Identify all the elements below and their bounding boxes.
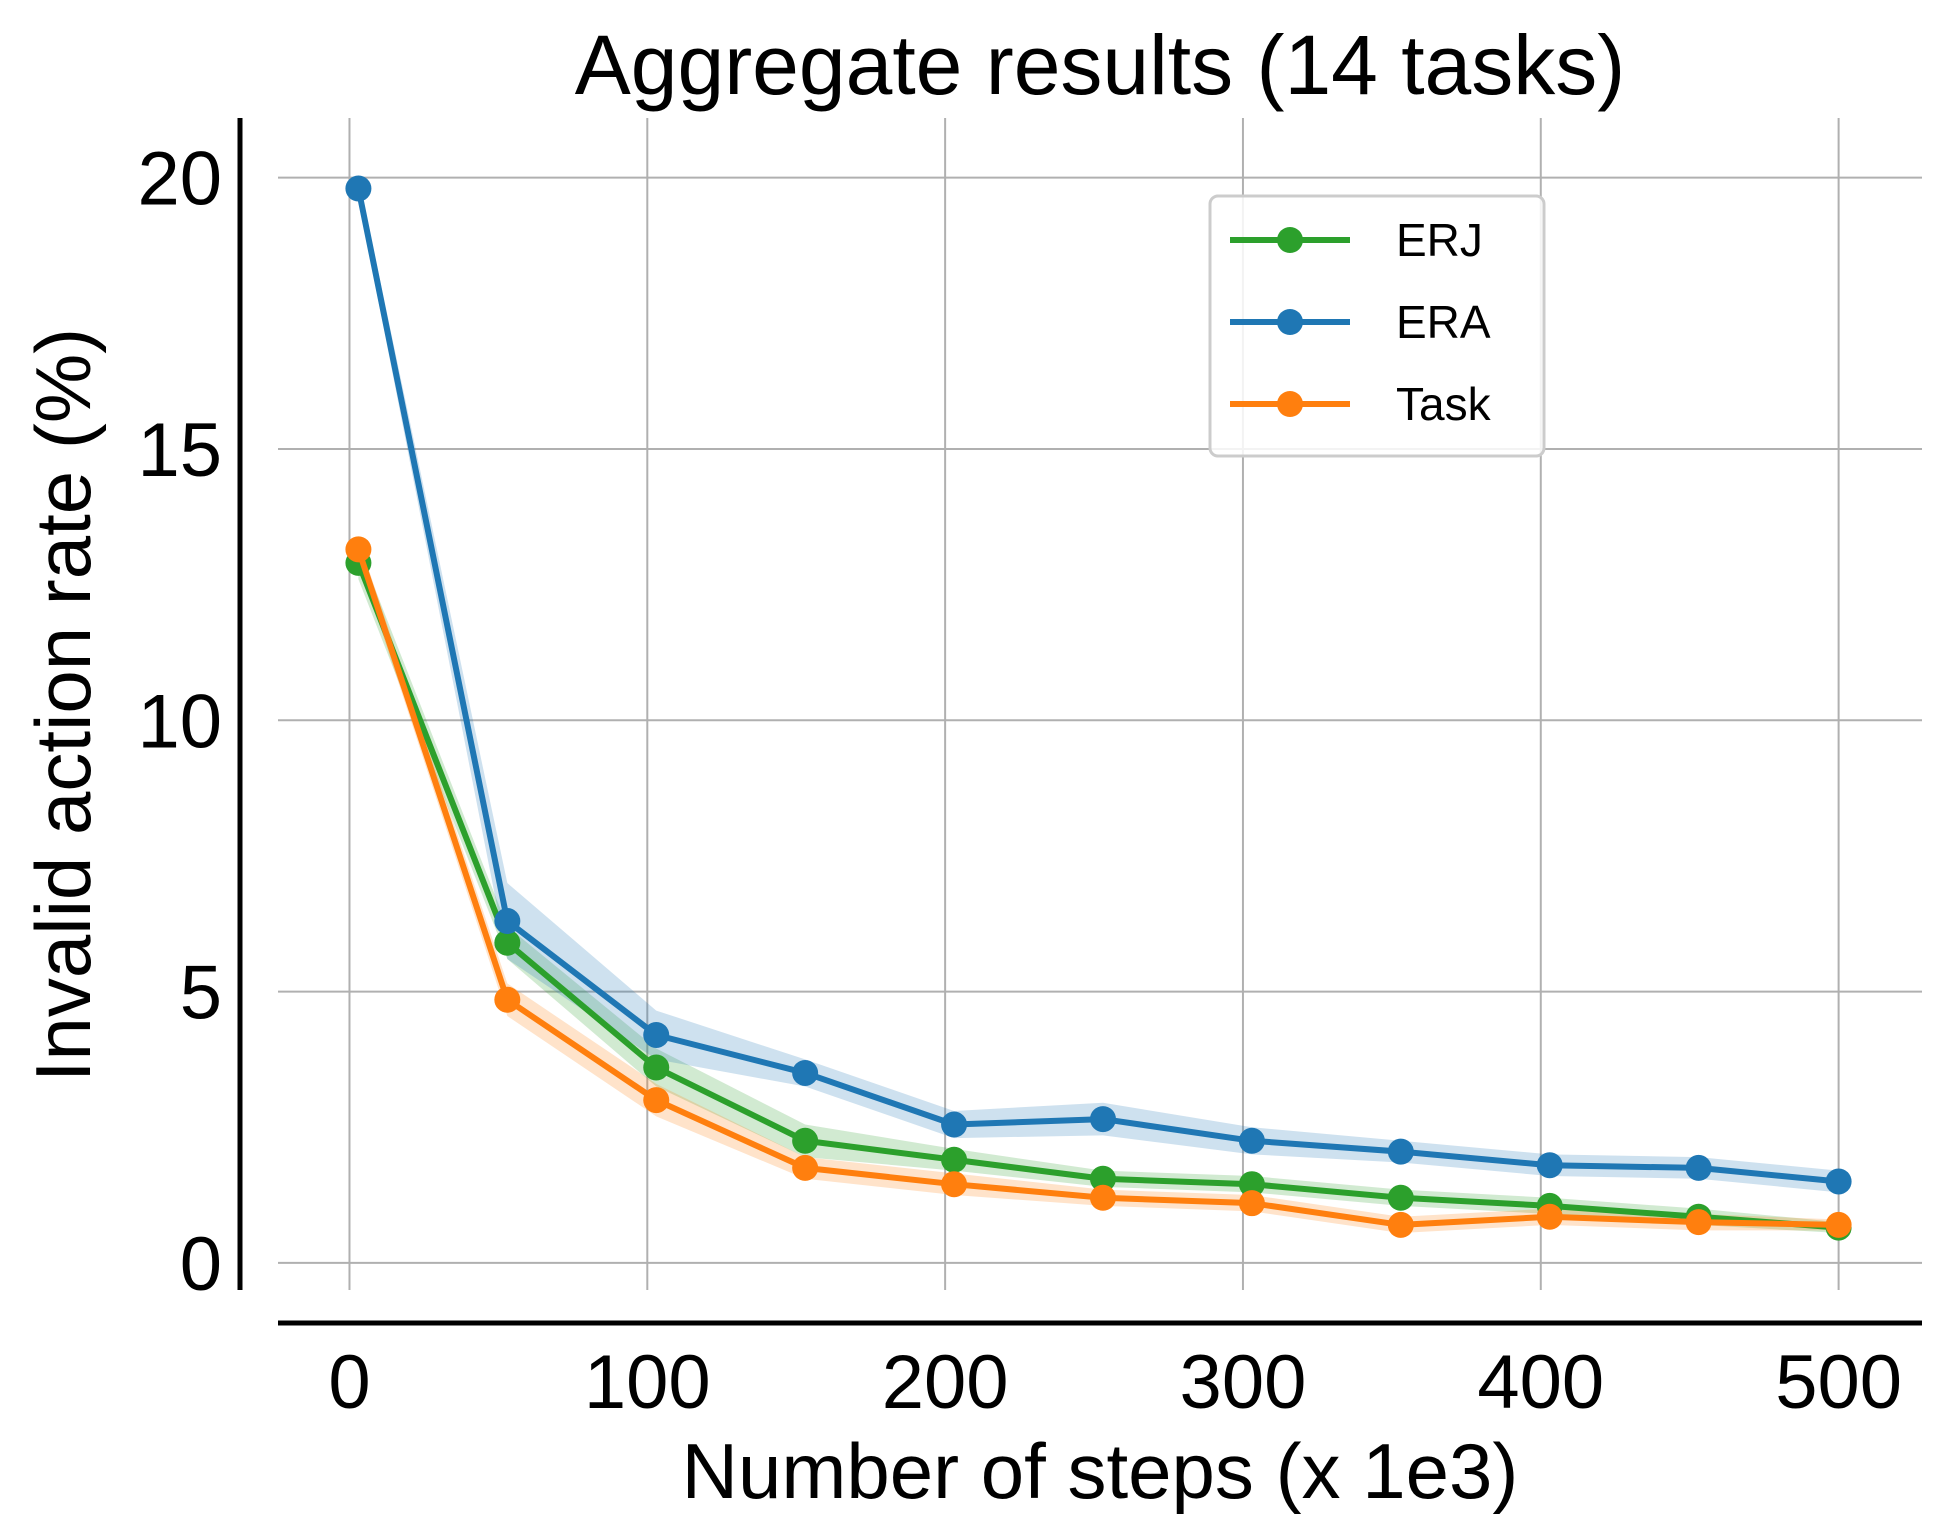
x-tick-label-5: 500	[1775, 1340, 1902, 1425]
point-era-0	[345, 175, 372, 202]
point-era-5	[1089, 1106, 1116, 1133]
x-tick-label-1: 100	[584, 1340, 711, 1425]
series-task	[345, 536, 1852, 1238]
legend-marker-era	[1277, 309, 1303, 335]
point-era-2	[643, 1021, 670, 1048]
point-erj-6	[1238, 1171, 1265, 1198]
point-erj-3	[792, 1127, 819, 1154]
series-lines	[345, 175, 1852, 1241]
legend-label-task: Task	[1396, 378, 1492, 430]
y-axis-label: Invalid action rate (%)	[19, 328, 107, 1082]
x-tick-label-0: 0	[328, 1340, 370, 1425]
point-task-9	[1685, 1209, 1712, 1236]
x-tick-label-3: 300	[1180, 1340, 1307, 1425]
y-tick-label-0: 0	[180, 1222, 222, 1307]
point-erj-2	[643, 1054, 670, 1081]
point-era-8	[1536, 1152, 1563, 1179]
point-task-4	[941, 1171, 968, 1198]
confidence-bands	[358, 177, 1839, 1234]
point-era-7	[1387, 1138, 1414, 1165]
point-task-8	[1536, 1203, 1563, 1230]
series-erj	[345, 549, 1852, 1241]
line-era	[355, 187, 1839, 1185]
point-erj-1	[494, 929, 521, 956]
y-tick-label-1: 5	[180, 951, 222, 1036]
point-task-7	[1387, 1211, 1414, 1238]
point-era-10	[1825, 1168, 1852, 1195]
legend-marker-erj	[1277, 227, 1303, 253]
chart-title: Aggregate results (14 tasks)	[575, 18, 1626, 112]
y-tick-label-3: 15	[137, 408, 222, 493]
point-era-1	[494, 908, 521, 935]
y-tick-label-4: 20	[137, 137, 222, 222]
point-task-1	[494, 986, 521, 1013]
axes-spines	[237, 118, 1922, 1326]
x-tick-label-2: 200	[882, 1340, 1009, 1425]
legend: ERJ ERA Task	[1208, 194, 1546, 458]
point-erj-5	[1089, 1165, 1116, 1192]
point-era-6	[1238, 1127, 1265, 1154]
point-task-2	[643, 1087, 670, 1114]
tick-labels: 0 100 200 300 400 500 0 5 10 15 20	[137, 137, 1902, 1425]
point-task-5	[1089, 1184, 1116, 1211]
legend-frame	[1208, 194, 1546, 458]
point-task-6	[1238, 1190, 1265, 1217]
legend-label-era: ERA	[1396, 296, 1491, 348]
point-task-0	[345, 536, 372, 563]
y-tick-label-2: 10	[137, 679, 222, 764]
point-era-3	[792, 1059, 819, 1086]
point-era-9	[1685, 1154, 1712, 1181]
x-tick-label-4: 400	[1477, 1340, 1604, 1425]
legend-marker-task	[1277, 391, 1303, 417]
point-task-10	[1825, 1211, 1852, 1238]
point-task-3	[792, 1154, 819, 1181]
grid	[278, 118, 1922, 1290]
point-erj-7	[1387, 1184, 1414, 1211]
legend-label-erj: ERJ	[1396, 214, 1483, 266]
point-erj-4	[941, 1146, 968, 1173]
point-era-4	[941, 1111, 968, 1138]
x-axis-label: Number of steps (x 1e3)	[682, 1427, 1519, 1515]
series-era	[345, 175, 1852, 1195]
